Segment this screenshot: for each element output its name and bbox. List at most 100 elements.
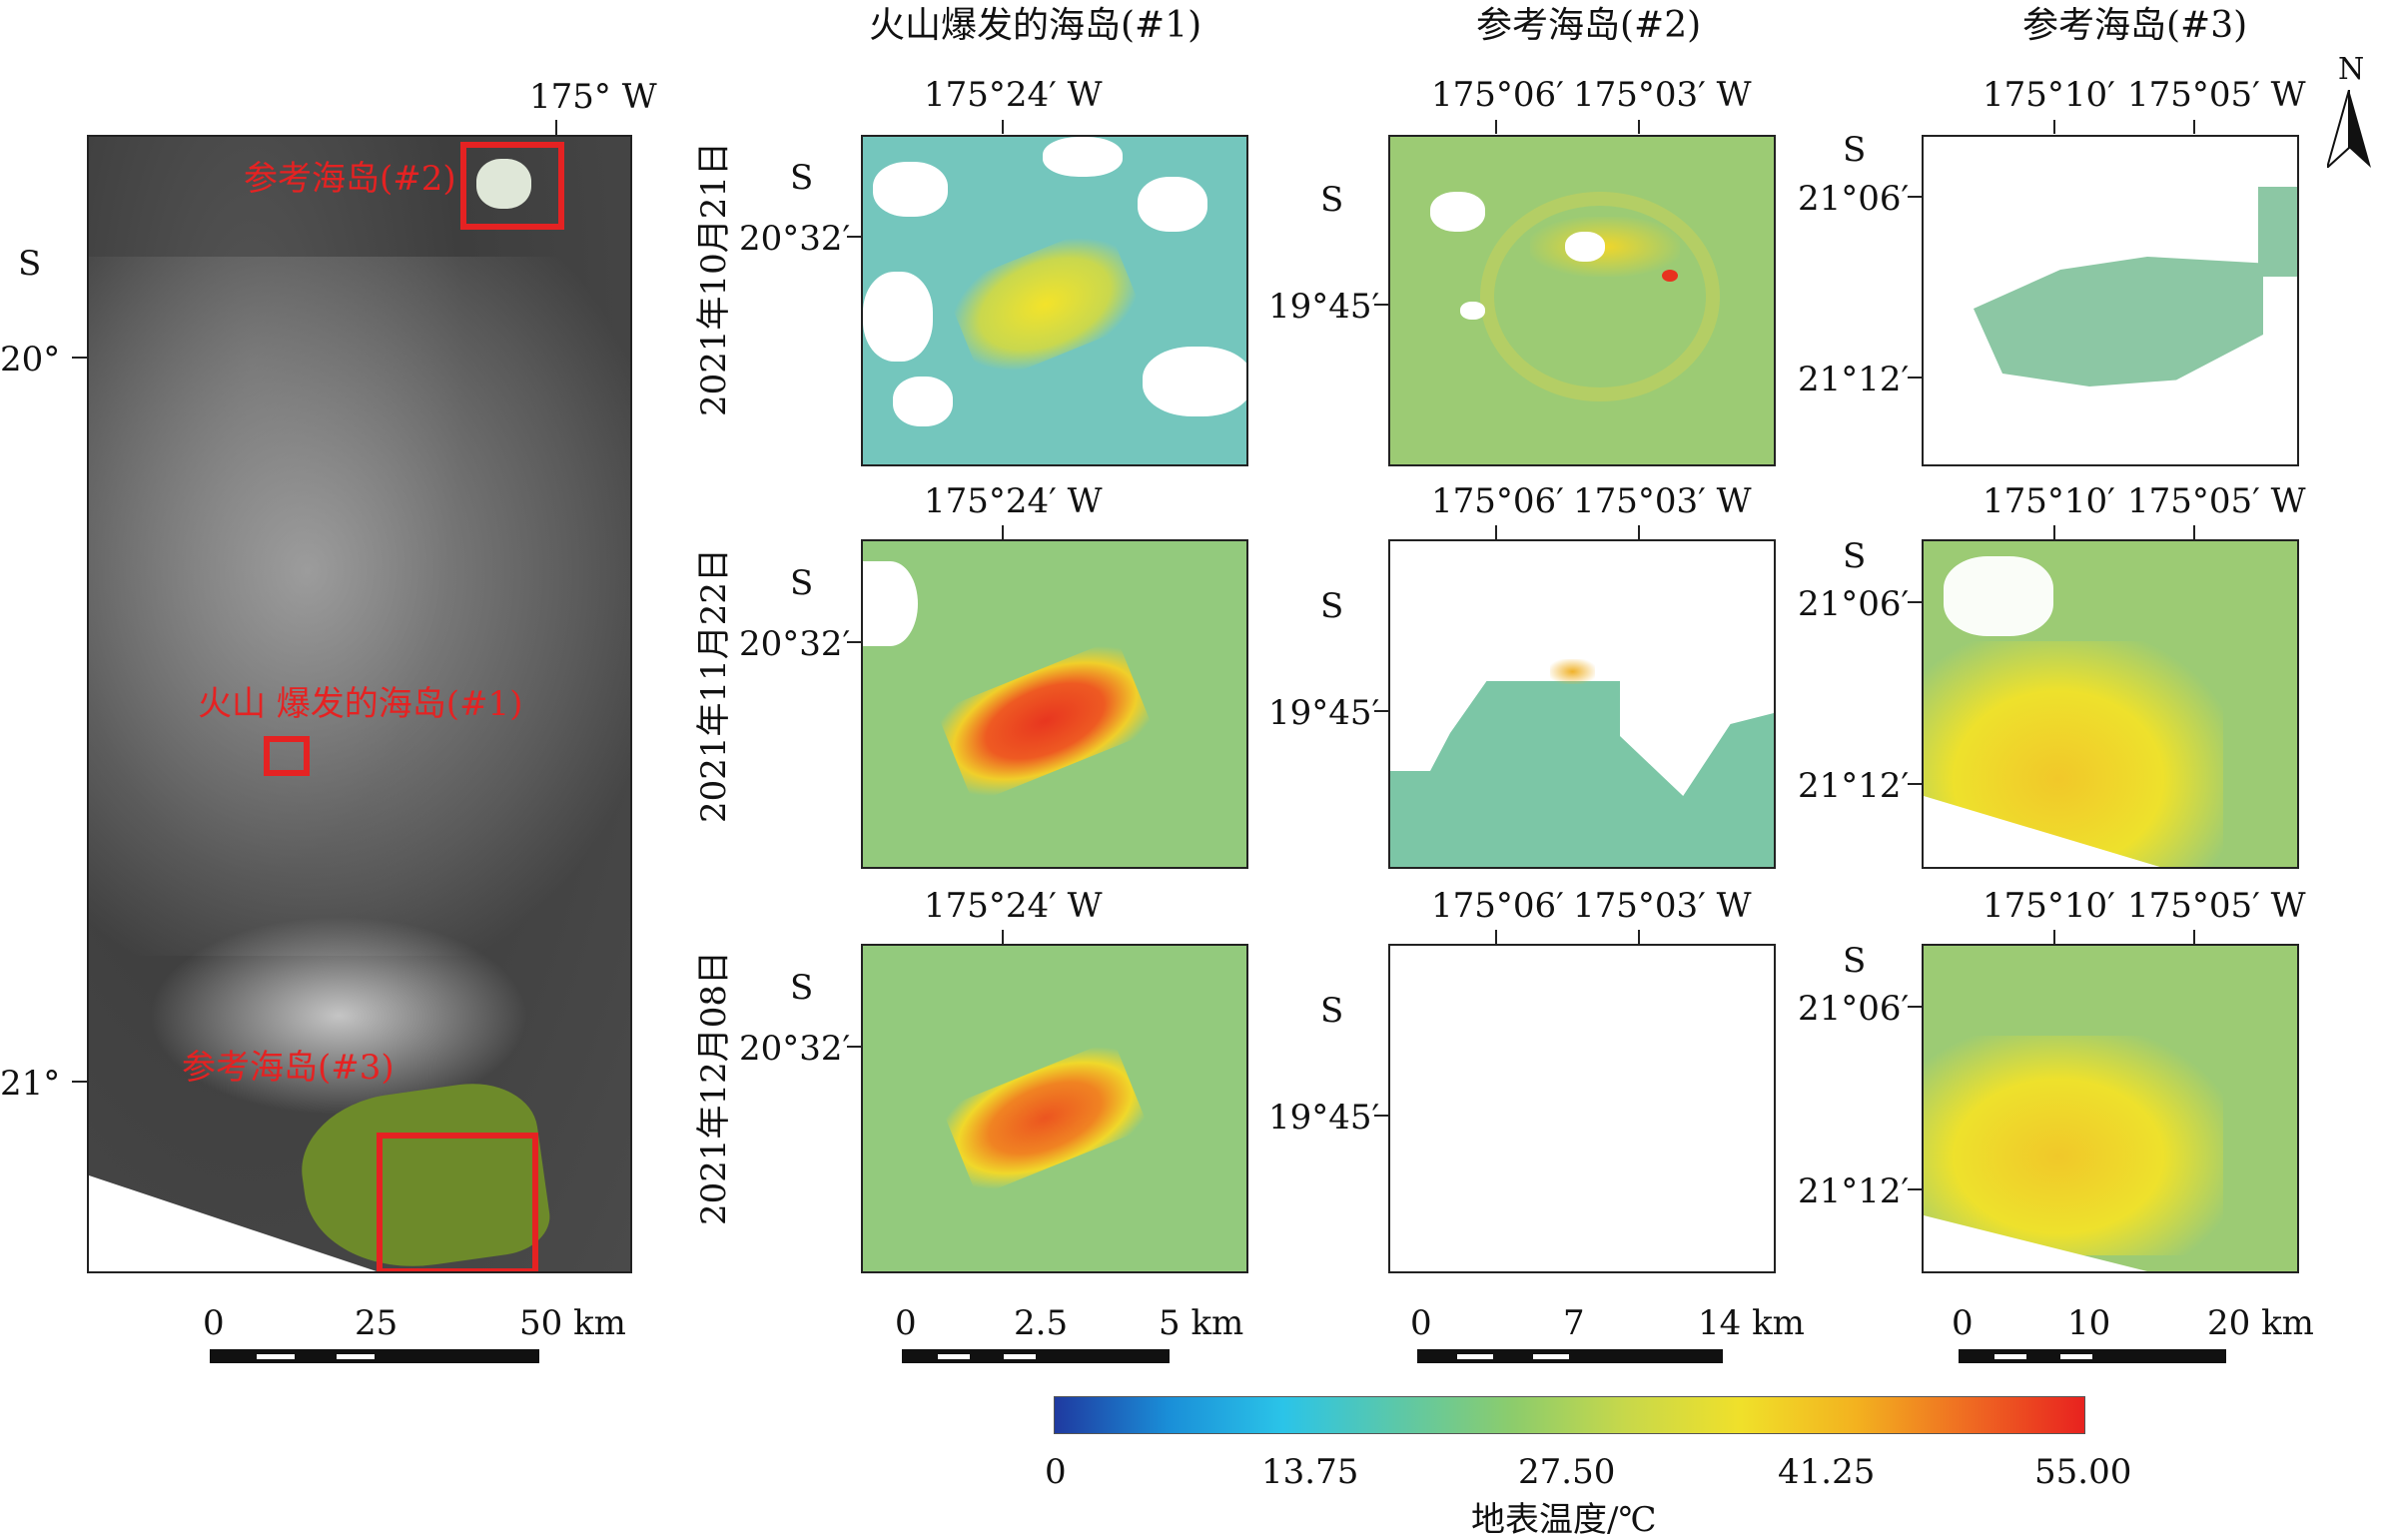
c2r3-lat-tick: [1374, 1115, 1388, 1117]
c3r3-lon-tick-1: [2053, 930, 2055, 944]
row-date-1: 2021年10月21日: [694, 141, 734, 416]
c3r1-lat-tick-1: [1908, 196, 1922, 198]
c2r1-lon-tick-1: [1495, 120, 1497, 134]
c1r2-lon-label: 175°24′ W: [924, 481, 1103, 521]
c1r3-lat-hemisphere: S: [790, 968, 814, 1008]
c3r2-lst-map: [1922, 539, 2299, 869]
overview-lat-hemisphere: S: [18, 244, 42, 284]
cloud-mask: [1043, 137, 1123, 177]
north-arrow-label: N: [2338, 52, 2365, 87]
c2-scale-tick-end: 14 km: [1698, 1303, 1805, 1343]
island-thermal-hotspot: [1530, 217, 1680, 277]
c2r2-lat-hemisphere: S: [1320, 586, 1344, 626]
c3r2-lat-hemisphere: S: [1843, 536, 1867, 576]
cloud-mask: [893, 377, 953, 426]
c3r2-lon-tick-2: [2193, 525, 2195, 539]
overview-scale-tick-0: 0: [203, 1303, 225, 1343]
c2r2-lon-tick-2: [1638, 525, 1640, 539]
c3r3-lat-label-2: 21°12′: [1798, 1171, 1910, 1211]
c3r1-lat-tick-2: [1908, 377, 1922, 379]
c3r3-lon-tick-2: [2193, 930, 2195, 944]
overview-lat-label-21: 21°: [0, 1064, 61, 1104]
row-date-2: 2021年11月22日: [694, 547, 734, 823]
c1r3-lat-label: 20°32′: [739, 1029, 851, 1069]
overview-scale-bar: [210, 1349, 539, 1363]
overview-scale-tick-50: 50 km: [519, 1303, 626, 1343]
c1r2-lat-hemisphere: S: [790, 563, 814, 603]
cloud-mask: [1390, 541, 1774, 681]
c3r1-lst-map: [1922, 135, 2299, 466]
box-island-3: [377, 1133, 538, 1271]
row-date-3: 2021年12月08日: [694, 950, 734, 1225]
c2r2-lat-tick: [1374, 710, 1388, 712]
overview-lat-label-20: 20°: [0, 340, 61, 380]
c3-scale-tick-mid: 10: [2067, 1303, 2111, 1343]
c1-scale-bar: [902, 1349, 1170, 1363]
cloud-area: [149, 916, 528, 1116]
c3r2-lat-label-2: 21°12′: [1798, 766, 1910, 806]
c3r1-lat-label-2: 21°12′: [1798, 360, 1910, 399]
north-arrow-icon: [2327, 90, 2371, 168]
c2r1-lat-label: 19°45′: [1268, 287, 1380, 327]
c2-scale-tick-mid: 7: [1563, 1303, 1585, 1343]
c2r3-lst-map-empty: [1388, 944, 1776, 1273]
island-thermal-hotspot: [944, 223, 1147, 385]
island-lst-fragment: [1974, 257, 2263, 386]
c2r2-lon-label-1: 175°06′: [1431, 481, 1564, 521]
c3r3-lat-tick-2: [1908, 1188, 1922, 1190]
cloud-mask: [1565, 232, 1605, 262]
c2r1-lat-hemisphere: S: [1320, 180, 1344, 220]
c3-scale-bar: [1959, 1349, 2226, 1363]
c3r1-lon-tick-1: [2053, 120, 2055, 134]
colorbar-tick-0: 0: [1045, 1452, 1067, 1492]
c3r3-lon-label-2: 175°05′ W: [2127, 886, 2306, 926]
island-2-land: [476, 159, 531, 209]
c1r3-lon-tick: [1002, 930, 1004, 944]
c1-scale-tick-0: 0: [895, 1303, 917, 1343]
c2r1-lon-label-2: 175°03′ W: [1573, 75, 1752, 115]
cloud-mask: [1143, 347, 1246, 416]
island-thermal-hotspot: [1924, 1036, 2223, 1255]
c3r3-lon-label-1: 175°10′: [1983, 886, 2115, 926]
c2r2-lon-tick-1: [1495, 525, 1497, 539]
box-label-island-3: 参考海岛(#3): [182, 1048, 395, 1088]
c1r1-lat-hemisphere: S: [790, 158, 814, 198]
c3r2-lon-label-1: 175°10′: [1983, 481, 2115, 521]
column-title-1: 火山爆发的海岛(#1): [869, 5, 1202, 46]
c3r3-lst-map: [1922, 944, 2299, 1273]
c2r1-lon-tick-2: [1638, 120, 1640, 134]
island-thermal-hotspot: [1550, 659, 1595, 684]
c2r1-lon-label-1: 175°06′: [1431, 75, 1564, 115]
c3r3-lat-tick-1: [1908, 1006, 1922, 1008]
c3r3-lat-label-1: 21°06′: [1798, 989, 1910, 1029]
overview-scale-tick-25: 25: [355, 1303, 398, 1343]
cloud-mask: [1620, 676, 1774, 796]
c1r1-lat-label: 20°32′: [739, 219, 851, 259]
c3r3-lat-hemisphere: S: [1843, 941, 1867, 981]
cloud-mask: [863, 272, 933, 362]
c2r2-lst-map: [1388, 539, 1776, 869]
c2r1-lst-map: [1388, 135, 1776, 466]
cloud-mask: [863, 561, 918, 646]
cloud-mask: [1430, 192, 1485, 232]
lst-colorbar: [1054, 1396, 2085, 1434]
c1r2-lst-map: [861, 539, 1248, 869]
column-title-3: 参考海岛(#3): [2022, 5, 2248, 46]
c1-scale-tick-mid: 2.5: [1014, 1303, 1069, 1343]
c1r2-lat-tick: [847, 641, 861, 643]
c1r3-lst-map: [861, 944, 1248, 1273]
c2r2-lat-label: 19°45′: [1268, 693, 1380, 733]
cloud-mask: [873, 162, 948, 217]
c3r1-lon-label-1: 175°10′: [1983, 75, 2115, 115]
c1r1-lon-tick: [1002, 120, 1004, 134]
c1r2-lon-tick: [1002, 525, 1004, 539]
colorbar-tick-1: 13.75: [1261, 1452, 1359, 1492]
c2r3-lon-label-1: 175°06′: [1431, 886, 1564, 926]
c2r3-lat-label: 19°45′: [1268, 1098, 1380, 1138]
cloud-area: [89, 257, 630, 956]
c1r1-lon-label: 175°24′ W: [924, 75, 1103, 115]
c2r3-lon-label-2: 175°03′ W: [1573, 886, 1752, 926]
c2-scale-bar: [1417, 1349, 1723, 1363]
c1r3-lat-tick: [847, 1046, 861, 1048]
cloud-mask: [1460, 302, 1485, 320]
